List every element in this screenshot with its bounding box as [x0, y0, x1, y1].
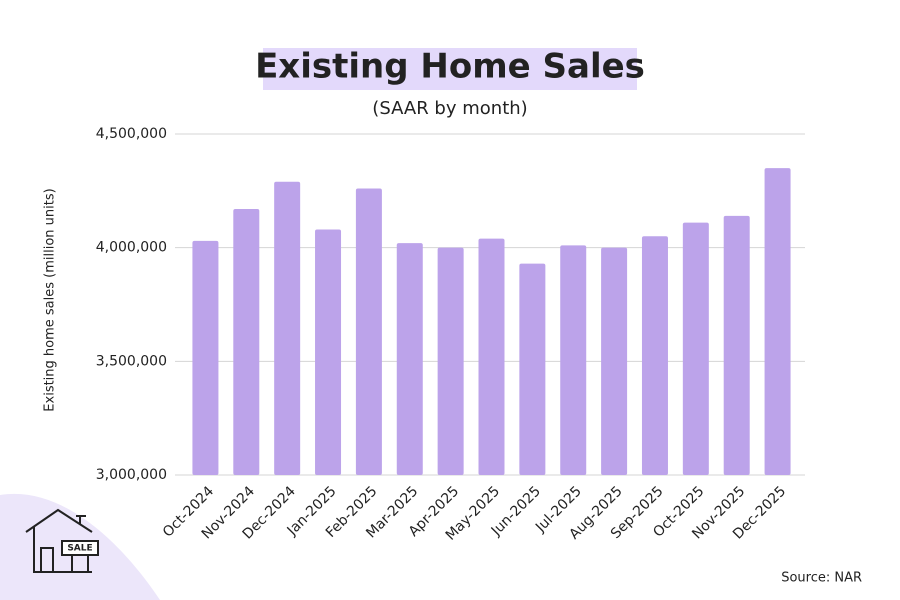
bar: [560, 245, 587, 475]
y-tick-label: 3,500,000: [96, 353, 167, 369]
house-icon: [25, 508, 99, 573]
bar: [396, 243, 423, 475]
bar: [723, 215, 750, 475]
bar: [274, 181, 301, 476]
title-highlight: [263, 48, 637, 90]
bar: [601, 247, 628, 475]
bar: [478, 238, 505, 475]
y-tick-label: 4,000,000: [96, 240, 167, 256]
bar: [764, 168, 791, 475]
bar: [315, 229, 342, 475]
bar: [519, 263, 546, 475]
bar: [641, 236, 668, 475]
bar: [682, 222, 709, 475]
y-axis-label: Existing home sales (million units): [43, 188, 58, 411]
chart-subtitle: (SAAR by month): [372, 98, 527, 119]
source: Source: NAR: [781, 571, 862, 586]
bar: [437, 247, 464, 475]
bar: [192, 240, 219, 475]
y-tick-label: 4,500,000: [96, 126, 167, 142]
bar: [233, 209, 260, 475]
y-tick-label: 3,000,000: [96, 467, 167, 483]
chart-title: Existing Home Sales: [255, 47, 645, 87]
icon-label: SALE: [67, 544, 92, 554]
bar: [355, 188, 382, 475]
